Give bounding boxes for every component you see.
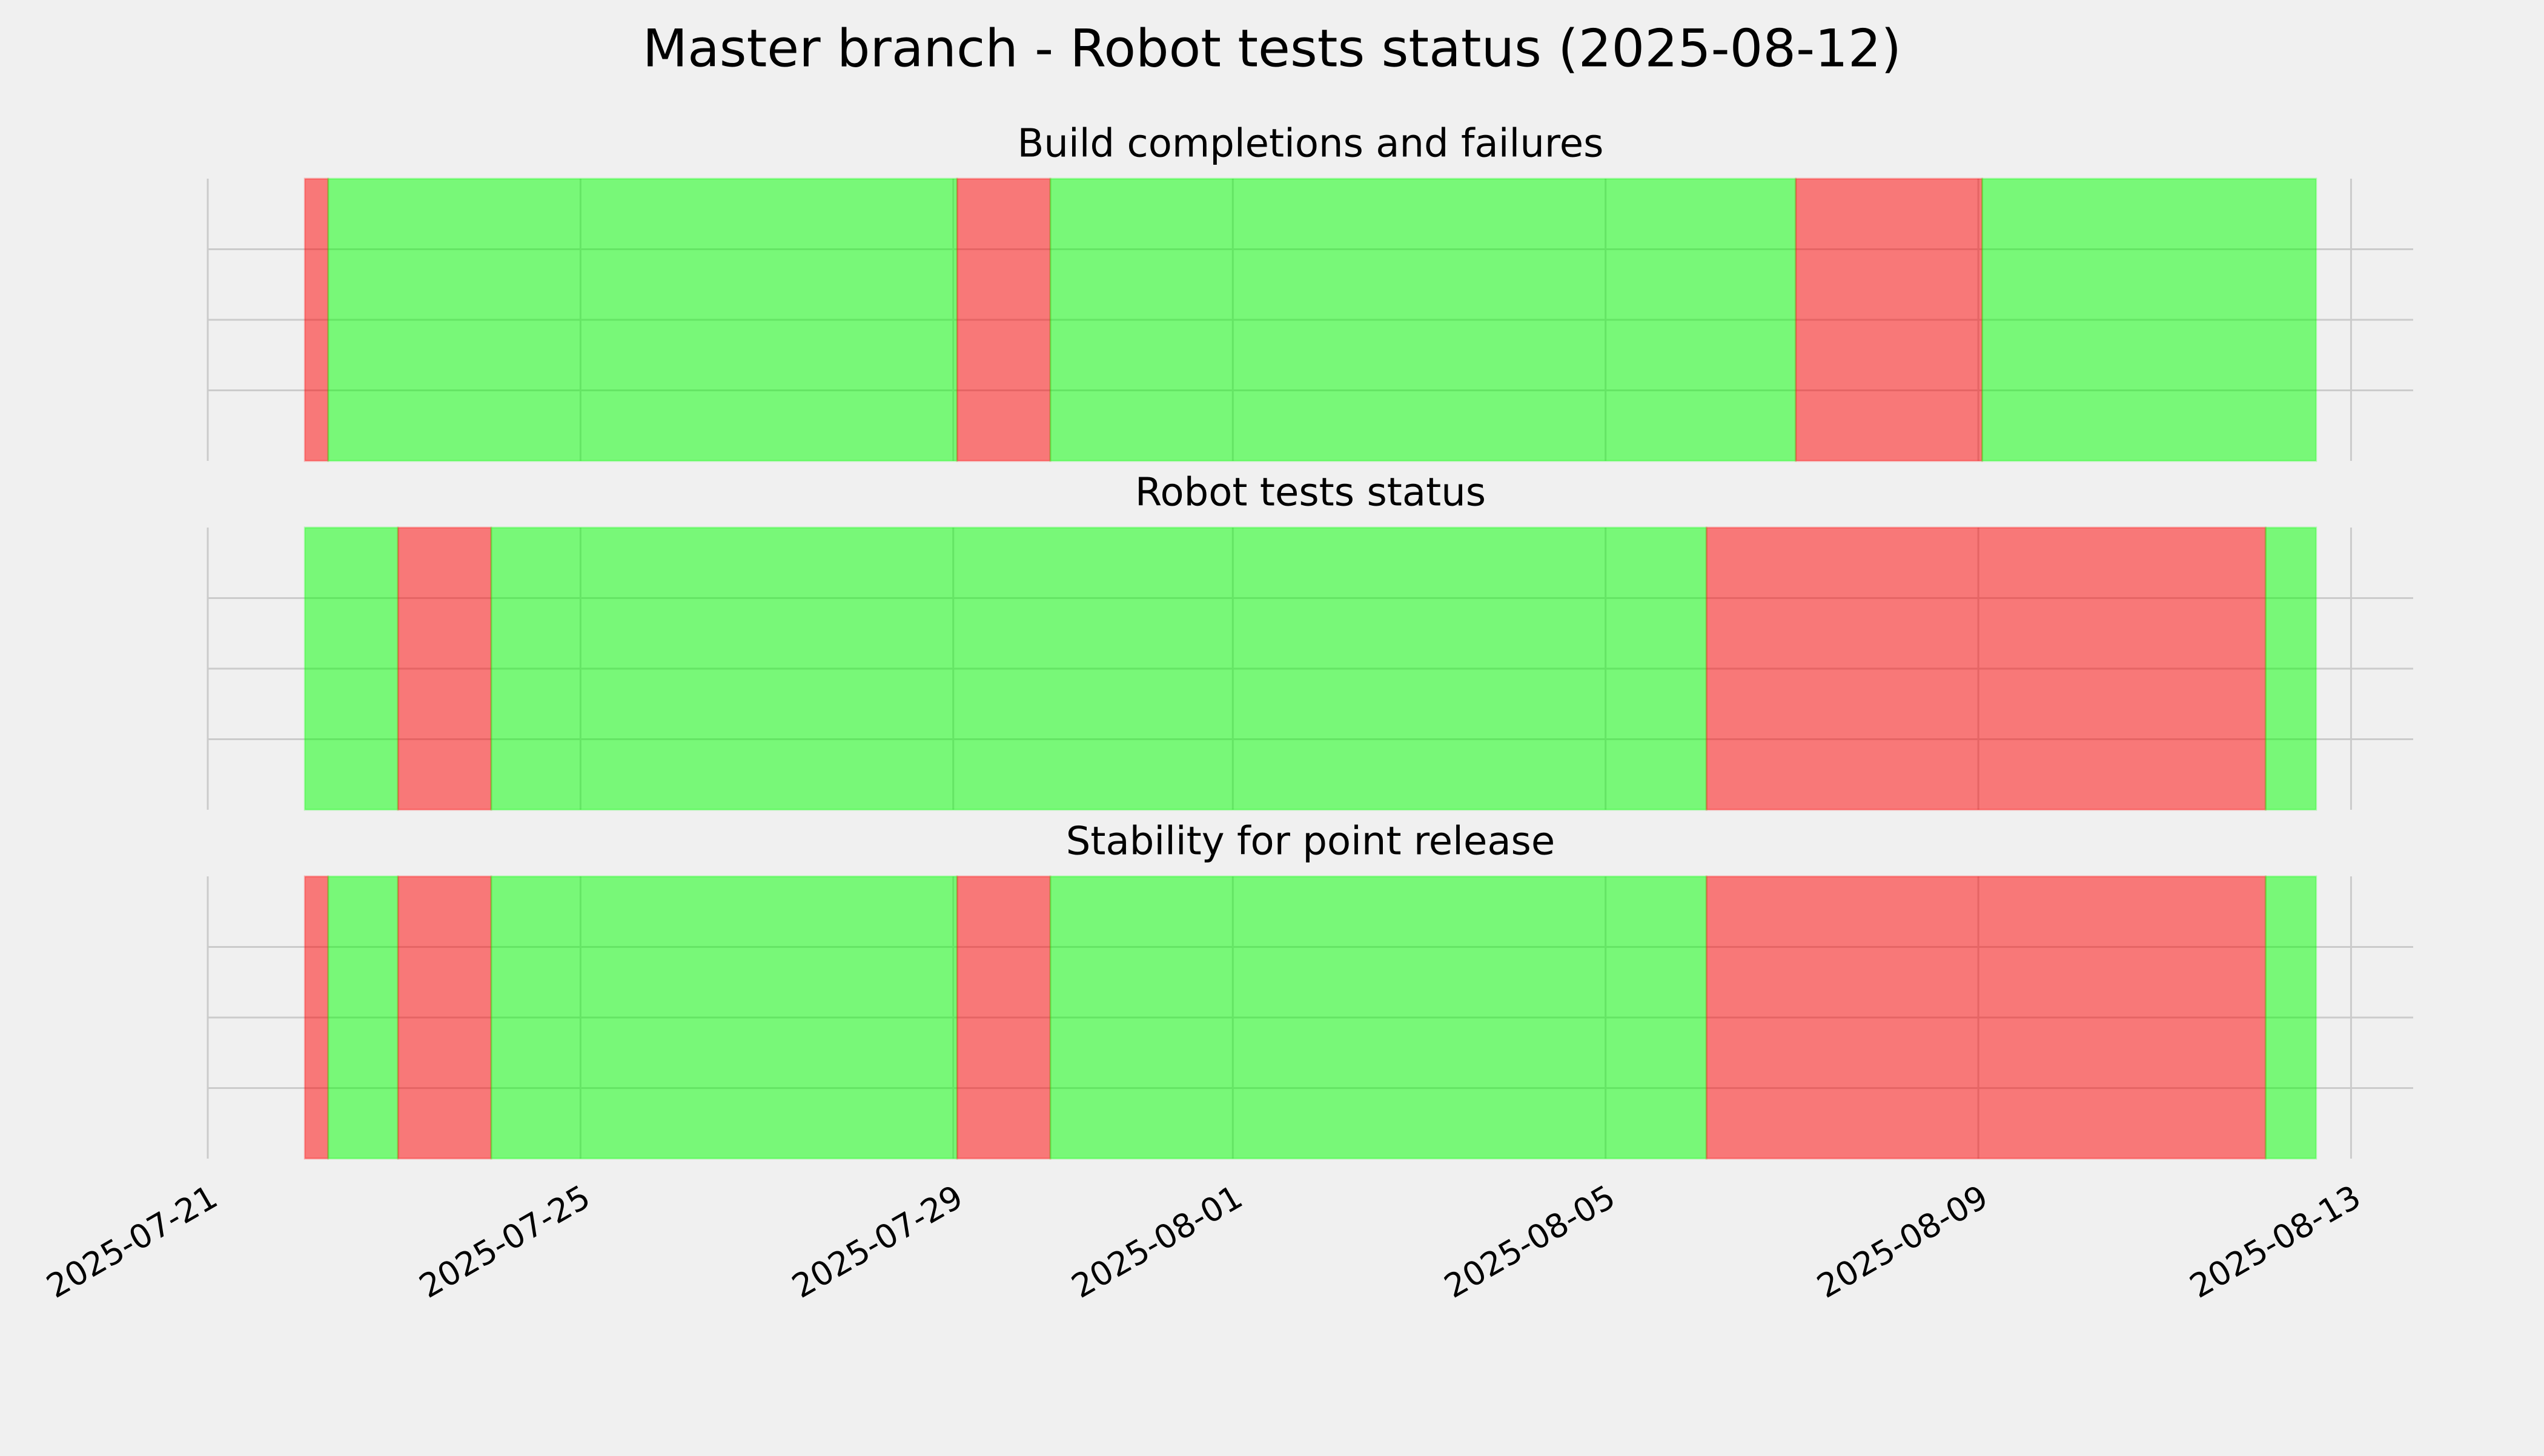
status-band <box>303 875 330 1160</box>
status-band <box>1705 875 2267 1160</box>
status-band <box>303 177 330 462</box>
status-band <box>1049 177 1797 462</box>
status-band <box>956 177 1052 462</box>
status-band <box>303 526 399 811</box>
status-band <box>1795 177 1983 462</box>
panel-title: Stability for point release <box>1066 819 1555 864</box>
x-tick-label: 2025-08-01 <box>1065 1177 1249 1305</box>
x-tick-label: 2025-08-05 <box>1438 1177 1621 1305</box>
status-band <box>490 526 1708 811</box>
x-tick-label: 2025-08-09 <box>1810 1177 1994 1305</box>
status-band <box>397 526 492 811</box>
status-band <box>327 875 399 1160</box>
status-band <box>397 875 492 1160</box>
x-tick-label: 2025-07-25 <box>413 1177 597 1305</box>
panel-title: Build completions and failures <box>1018 122 1604 167</box>
x-tick-label: 2025-07-29 <box>786 1177 969 1305</box>
status-band <box>2264 875 2317 1160</box>
status-band <box>327 177 958 462</box>
status-band <box>2264 526 2317 811</box>
status-band <box>1049 875 1708 1160</box>
status-band <box>1981 177 2317 462</box>
status-band <box>490 875 958 1160</box>
status-band <box>1705 526 2267 811</box>
chart-title: Master branch - Robot tests status (2025… <box>643 18 1901 79</box>
panel-title: Robot tests status <box>1135 471 1486 515</box>
x-tick-label: 2025-07-21 <box>40 1177 224 1305</box>
status-band <box>956 875 1052 1160</box>
x-tick-label: 2025-08-13 <box>2184 1177 2367 1305</box>
